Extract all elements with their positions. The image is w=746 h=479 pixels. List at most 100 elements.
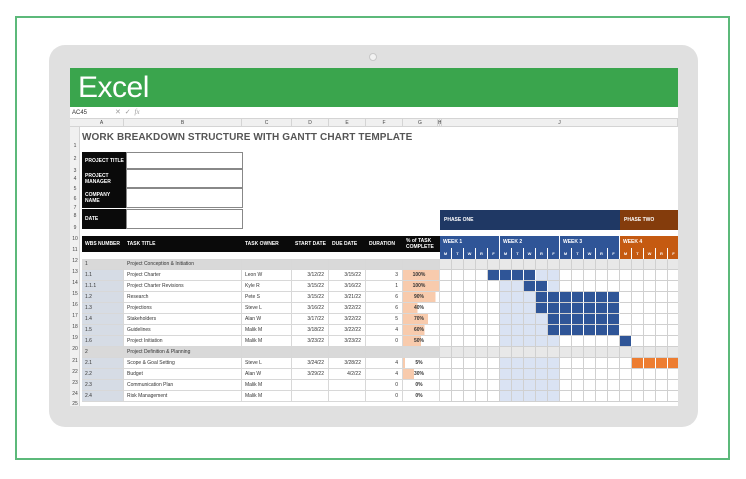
gantt-cell[interactable]: [644, 391, 656, 402]
gantt-cell[interactable]: [668, 325, 678, 336]
gantt-bar-cell[interactable]: [548, 292, 560, 303]
table-cell[interactable]: [366, 259, 403, 270]
gantt-cell[interactable]: [560, 358, 572, 369]
gantt-cell[interactable]: [572, 259, 584, 270]
column-header-h[interactable]: H: [438, 119, 442, 127]
gantt-bar-cell[interactable]: [548, 325, 560, 336]
gantt-cell[interactable]: [440, 259, 452, 270]
row-number[interactable]: 2: [73, 156, 77, 162]
table-cell[interactable]: 100%: [403, 281, 440, 292]
gantt-cell[interactable]: [668, 281, 678, 292]
gantt-cell[interactable]: [644, 292, 656, 303]
gantt-cell[interactable]: [668, 380, 678, 391]
gantt-cell[interactable]: [656, 336, 668, 347]
gantt-cell[interactable]: [512, 303, 524, 314]
row-number[interactable]: 24: [72, 391, 78, 397]
gantt-cell[interactable]: [536, 259, 548, 270]
gantt-cell[interactable]: [464, 347, 476, 358]
gantt-bar-cell[interactable]: [536, 292, 548, 303]
gantt-cell[interactable]: [512, 281, 524, 292]
gantt-cell[interactable]: [572, 380, 584, 391]
gantt-cell[interactable]: [644, 347, 656, 358]
gantt-cell[interactable]: [608, 336, 620, 347]
table-cell[interactable]: 3: [366, 270, 403, 281]
gantt-cell[interactable]: [500, 347, 512, 358]
gantt-cell[interactable]: [476, 303, 488, 314]
table-cell[interactable]: [242, 259, 292, 270]
gantt-cell[interactable]: [572, 347, 584, 358]
gantt-cell[interactable]: [440, 325, 452, 336]
gantt-cell[interactable]: [656, 314, 668, 325]
gantt-cell[interactable]: [620, 358, 632, 369]
gantt-cell[interactable]: [536, 369, 548, 380]
table-cell[interactable]: 3/29/22: [292, 369, 329, 380]
table-cell[interactable]: Kyle R: [242, 281, 292, 292]
gantt-cell[interactable]: [632, 336, 644, 347]
gantt-cell[interactable]: [596, 369, 608, 380]
gantt-bar-cell[interactable]: [632, 358, 644, 369]
gantt-bar-cell[interactable]: [524, 281, 536, 292]
gantt-cell[interactable]: [668, 336, 678, 347]
gantt-cell[interactable]: [488, 281, 500, 292]
table-cell[interactable]: 40%: [403, 303, 440, 314]
gantt-cell[interactable]: [488, 336, 500, 347]
gantt-cell[interactable]: [500, 369, 512, 380]
gantt-cell[interactable]: [488, 259, 500, 270]
table-cell[interactable]: 90%: [403, 292, 440, 303]
gantt-cell[interactable]: [632, 303, 644, 314]
gantt-cell[interactable]: [632, 369, 644, 380]
gantt-cell[interactable]: [452, 369, 464, 380]
field-value[interactable]: [126, 209, 243, 229]
table-cell[interactable]: [242, 347, 292, 358]
gantt-cell[interactable]: [584, 347, 596, 358]
gantt-cell[interactable]: [464, 259, 476, 270]
table-cell[interactable]: Scope & Goal Setting: [124, 358, 242, 369]
gantt-cell[interactable]: [464, 292, 476, 303]
gantt-cell[interactable]: [668, 391, 678, 402]
gantt-cell[interactable]: [560, 281, 572, 292]
gantt-bar-cell[interactable]: [560, 314, 572, 325]
gantt-cell[interactable]: [512, 259, 524, 270]
table-cell[interactable]: Project Charter Revisions: [124, 281, 242, 292]
table-cell[interactable]: Risk Management: [124, 391, 242, 402]
gantt-cell[interactable]: [668, 270, 678, 281]
table-cell[interactable]: 3/18/22: [292, 325, 329, 336]
gantt-cell[interactable]: [632, 391, 644, 402]
row-number[interactable]: 20: [72, 346, 78, 352]
table-cell[interactable]: 1.1.1: [82, 281, 124, 292]
gantt-cell[interactable]: [656, 325, 668, 336]
gantt-cell[interactable]: [500, 314, 512, 325]
table-cell[interactable]: [292, 259, 329, 270]
row-number[interactable]: 13: [72, 269, 78, 275]
gantt-cell[interactable]: [476, 270, 488, 281]
gantt-cell[interactable]: [500, 325, 512, 336]
gantt-bar-cell[interactable]: [584, 314, 596, 325]
gantt-cell[interactable]: [596, 281, 608, 292]
gantt-cell[interactable]: [656, 270, 668, 281]
gantt-cell[interactable]: [548, 358, 560, 369]
gantt-cell[interactable]: [572, 358, 584, 369]
gantt-cell[interactable]: [644, 281, 656, 292]
gantt-cell[interactable]: [584, 281, 596, 292]
column-header-i[interactable]: I: [440, 119, 442, 127]
gantt-cell[interactable]: [572, 369, 584, 380]
gantt-cell[interactable]: [440, 369, 452, 380]
table-cell[interactable]: Research: [124, 292, 242, 303]
gantt-cell[interactable]: [476, 358, 488, 369]
gantt-cell[interactable]: [632, 380, 644, 391]
gantt-cell[interactable]: [596, 380, 608, 391]
gantt-cell[interactable]: [644, 259, 656, 270]
row-number[interactable]: 1: [73, 143, 77, 149]
gantt-cell[interactable]: [572, 391, 584, 402]
gantt-cell[interactable]: [464, 369, 476, 380]
gantt-cell[interactable]: [560, 347, 572, 358]
table-cell[interactable]: 1.6: [82, 336, 124, 347]
gantt-cell[interactable]: [476, 380, 488, 391]
gantt-cell[interactable]: [440, 347, 452, 358]
gantt-cell[interactable]: [524, 347, 536, 358]
gantt-cell[interactable]: [548, 380, 560, 391]
row-number[interactable]: 9: [73, 225, 77, 231]
gantt-bar-cell[interactable]: [572, 303, 584, 314]
table-cell[interactable]: Alan W: [242, 369, 292, 380]
gantt-cell[interactable]: [632, 259, 644, 270]
